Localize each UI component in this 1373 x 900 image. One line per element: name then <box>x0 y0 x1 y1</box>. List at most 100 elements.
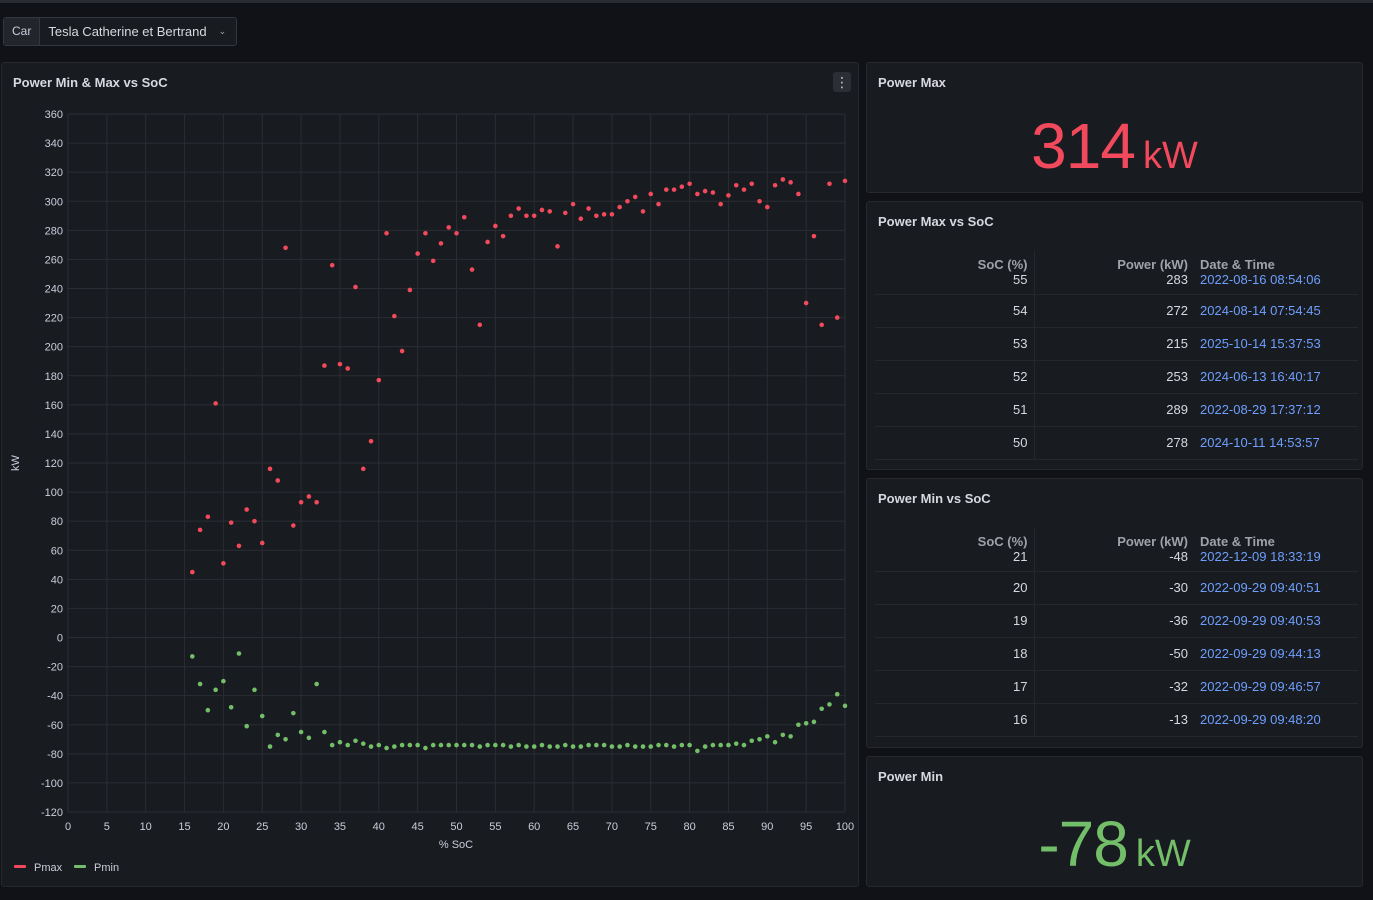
cell-soc: 17 <box>875 670 1035 704</box>
pmax-point <box>796 191 801 197</box>
col-header-power[interactable]: Power (kW) <box>1117 257 1188 272</box>
pmax-point <box>485 239 490 245</box>
x-tick-label: 40 <box>373 821 385 833</box>
pmax-point <box>353 284 358 290</box>
pmin-point <box>656 742 661 748</box>
table-row[interactable]: 54 272 2024-08-14 07:54:45 <box>875 294 1358 328</box>
pmin-point <box>205 707 211 713</box>
table-row[interactable]: 16 -13 2022-09-29 09:48:20 <box>875 703 1358 737</box>
chart-panel-title: Power Min & Max vs SoC <box>13 75 168 90</box>
col-header-power[interactable]: Power (kW) <box>1117 534 1188 549</box>
col-header-soc[interactable]: SoC (%) <box>875 527 1035 549</box>
cell-soc: 50 <box>875 426 1035 460</box>
cell-power: -48 <box>1034 549 1194 572</box>
pmin-legend-label[interactable]: Pmin <box>94 862 119 874</box>
pmin-point <box>283 736 288 742</box>
pmin-point <box>430 742 436 748</box>
table-row[interactable]: 55 283 2022-08-16 08:54:06 <box>875 272 1358 295</box>
table-row[interactable]: 50 278 2024-10-11 14:53:57 <box>875 426 1358 460</box>
pmin-point <box>500 742 506 748</box>
pmax-point <box>213 401 218 406</box>
pmin-point <box>392 744 397 749</box>
pmin-point <box>322 729 327 735</box>
table-row[interactable]: 17 -32 2022-09-29 09:46:57 <box>875 670 1358 704</box>
pmax-point <box>578 216 584 221</box>
pmin-point <box>695 748 700 754</box>
cell-datetime-link[interactable]: 2022-09-29 09:48:20 <box>1194 703 1358 737</box>
pmin-point <box>469 742 475 748</box>
cell-power: 278 <box>1034 426 1194 460</box>
cell-datetime-link[interactable]: 2022-09-29 09:40:51 <box>1194 571 1358 605</box>
table-row[interactable]: 20 -30 2022-09-29 09:40:51 <box>875 571 1358 605</box>
cell-datetime-link[interactable]: 2025-10-14 15:37:53 <box>1194 327 1358 361</box>
pmax-point <box>329 262 335 268</box>
cell-datetime-link[interactable]: 2024-06-13 16:40:17 <box>1194 360 1358 394</box>
table-row[interactable]: 18 -50 2022-09-29 09:44:13 <box>875 637 1358 671</box>
cell-soc: 53 <box>875 327 1035 361</box>
cell-datetime-link[interactable]: 2022-09-29 09:44:13 <box>1194 637 1358 671</box>
pmin-point <box>765 734 770 739</box>
pmax-point <box>586 206 591 211</box>
pmin-point <box>834 691 840 697</box>
pmin-point <box>267 744 273 749</box>
cell-soc: 51 <box>875 393 1035 427</box>
pmax-point <box>632 194 638 200</box>
y-tick-label: -120 <box>41 807 63 819</box>
car-variable-selector[interactable]: Car Tesla Catherine et Bertrand ⌄ <box>3 17 238 46</box>
power-max-value: 314 <box>1031 110 1136 182</box>
power-max-unit: kW <box>1142 135 1198 177</box>
pmin-point <box>601 742 607 748</box>
pmax-point <box>656 201 661 207</box>
table-row[interactable]: 19 -36 2022-09-29 09:40:53 <box>875 604 1358 638</box>
pmin-point <box>562 742 568 748</box>
pmin-point <box>702 744 708 749</box>
cell-datetime-link[interactable]: 2022-09-29 09:46:57 <box>1194 670 1358 704</box>
pmin-point <box>788 734 793 739</box>
cell-datetime-link[interactable]: 2022-12-09 18:33:19 <box>1194 549 1358 572</box>
cell-power: -36 <box>1034 604 1194 638</box>
table-row[interactable]: 21 -48 2022-12-09 18:33:19 <box>875 549 1358 572</box>
cell-soc: 16 <box>875 703 1035 737</box>
panel-menu-button[interactable]: ⋮ <box>833 72 851 92</box>
pmax-point <box>695 191 700 197</box>
table-row[interactable]: 53 215 2025-10-14 15:37:53 <box>875 327 1358 361</box>
y-tick-label: 260 <box>45 254 63 266</box>
pmax-point <box>500 233 506 239</box>
pmax-point <box>757 198 762 204</box>
cell-datetime-link[interactable]: 2022-08-29 17:37:12 <box>1194 393 1358 427</box>
car-dropdown[interactable]: Tesla Catherine et Bertrand ⌄ <box>40 18 236 45</box>
cell-datetime-link[interactable]: 2024-08-14 07:54:45 <box>1194 294 1358 328</box>
pmax-point <box>834 315 840 320</box>
col-header-datetime[interactable]: Date & Time <box>1200 257 1275 272</box>
table-row[interactable]: 51 289 2022-08-29 17:37:12 <box>875 393 1358 427</box>
cell-datetime-link[interactable]: 2022-08-16 08:54:06 <box>1194 272 1358 295</box>
col-header-datetime[interactable]: Date & Time <box>1200 534 1275 549</box>
pmax-point <box>259 540 265 546</box>
pmin-point <box>749 738 755 744</box>
pmax-point <box>477 322 483 328</box>
pmin-point <box>197 681 203 687</box>
pmin-point <box>671 744 677 749</box>
pmax-point <box>205 514 211 520</box>
pmax-point <box>322 363 327 368</box>
pmax-point <box>555 244 560 249</box>
table-row[interactable]: 52 253 2024-06-13 16:40:17 <box>875 360 1358 394</box>
power-min-unit: kW <box>1135 833 1191 875</box>
pmin-point <box>842 703 848 709</box>
col-header-soc[interactable]: SoC (%) <box>875 250 1035 272</box>
pmin-point <box>329 742 335 748</box>
cell-datetime-link[interactable]: 2024-10-11 14:53:57 <box>1194 426 1358 460</box>
pmax-point <box>275 478 281 483</box>
pmax-point <box>283 245 288 251</box>
pmax-point <box>508 213 514 219</box>
y-tick-label: 220 <box>45 313 63 325</box>
pmax-point <box>376 377 382 383</box>
pmax-point <box>438 241 444 246</box>
scatter-chart[interactable]: -120-100-80-60-40-2002040608010012014016… <box>2 63 860 888</box>
pmax-point <box>671 187 677 192</box>
pmax-legend-label[interactable]: Pmax <box>34 862 63 874</box>
cell-datetime-link[interactable]: 2022-09-29 09:40:53 <box>1194 604 1358 638</box>
pmin-point <box>508 744 514 749</box>
table-header-row: SoC (%) Power (kW) Date & Time <box>875 527 1358 549</box>
pmax-point <box>430 258 436 264</box>
